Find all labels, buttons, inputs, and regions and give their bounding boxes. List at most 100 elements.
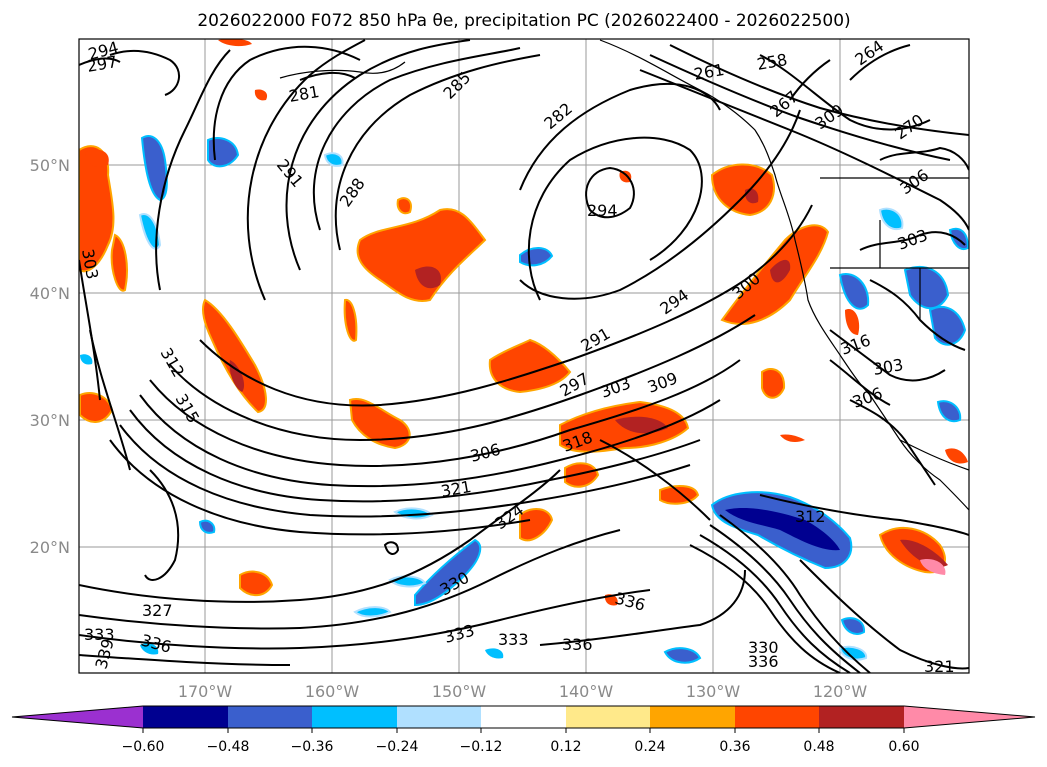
contour-line <box>79 469 561 603</box>
precip-blob <box>519 508 554 542</box>
contour-line <box>139 394 721 488</box>
contour-line <box>155 49 231 291</box>
contour-line <box>759 494 969 536</box>
precip-blob <box>945 448 968 464</box>
precip-blob <box>840 617 866 635</box>
precip-blob <box>770 259 791 283</box>
contour-label: 312 <box>795 507 826 526</box>
lon-label-140w: 140°W <box>559 682 614 701</box>
precip-blob <box>780 434 805 443</box>
precip-blob <box>396 197 412 215</box>
border-mexico-us <box>899 439 969 471</box>
precip-blob <box>356 208 487 302</box>
contour-line <box>879 146 969 171</box>
precip-blob <box>663 647 702 664</box>
colorbar-tick-label: 0.24 <box>634 739 665 755</box>
contour-line <box>149 359 741 467</box>
contour-line <box>719 514 871 673</box>
precip-blob <box>140 135 168 202</box>
precip-positive <box>79 39 968 606</box>
contour-line <box>285 39 471 271</box>
map-panel <box>78 38 970 674</box>
contour-line <box>599 439 711 521</box>
lat-label-50n: 50°N <box>30 156 70 175</box>
contour-line <box>799 559 969 670</box>
contour-line <box>383 541 400 555</box>
precip-blob <box>761 368 786 399</box>
precip-blob <box>198 519 216 534</box>
colorbar-tick-label: −0.60 <box>122 739 165 755</box>
contour-line <box>639 69 969 231</box>
contour-line <box>699 534 851 673</box>
colorbar-segment <box>735 706 819 728</box>
contour-line <box>669 44 969 136</box>
lon-label-150w: 150°W <box>432 682 487 701</box>
colorbar-tick-label: −0.36 <box>291 739 334 755</box>
precip-blob <box>725 508 840 551</box>
contour-line <box>519 109 801 300</box>
colorbar-segment <box>397 706 481 728</box>
precip-blob <box>838 645 868 661</box>
theta-e-contours <box>79 39 969 673</box>
lat-label-30n: 30°N <box>30 411 70 430</box>
contour-line <box>829 359 891 406</box>
precip-blob <box>239 570 274 597</box>
contour-line <box>334 54 541 251</box>
precip-blob <box>878 207 904 230</box>
precip-blob <box>343 298 358 342</box>
precip-blob <box>564 462 600 488</box>
contour-line <box>539 569 746 646</box>
colorbar-extend-low <box>12 706 143 728</box>
contour-line <box>689 544 841 673</box>
contour-line <box>312 47 521 231</box>
contour-label: 327 <box>142 601 173 620</box>
map-title: 2026022000 F072 850 hPa θe, precipitatio… <box>197 11 850 31</box>
precip-blob <box>838 273 870 310</box>
precip-blob <box>414 538 482 607</box>
lon-label-170w: 170°W <box>178 682 233 701</box>
colorbar-tick-label: −0.24 <box>376 739 419 755</box>
lat-label-20n: 20°N <box>30 538 70 557</box>
lon-label-120w: 120°W <box>813 682 868 701</box>
contour-line <box>129 409 701 503</box>
contour-line <box>109 49 180 96</box>
contour-line <box>789 59 831 101</box>
colorbar-tick-label: −0.48 <box>207 739 250 755</box>
colorbar-extend-high <box>904 706 1035 728</box>
colorbar-segment <box>650 706 735 728</box>
contour-line <box>299 72 356 81</box>
precip-blob <box>615 416 668 434</box>
contour-line <box>199 204 813 407</box>
colorbar-segment <box>566 706 650 728</box>
precip-blob <box>218 39 252 47</box>
map-frame <box>78 38 970 674</box>
precip-blob <box>110 233 128 292</box>
precip-blob <box>80 354 93 365</box>
precip-blob <box>138 213 162 250</box>
contour-label: 330 <box>748 638 779 657</box>
colorbar: −0.60 −0.48 −0.36 −0.24 −0.12 0.12 0.24 … <box>11 705 1036 755</box>
contour-line <box>849 399 936 486</box>
contour-line <box>829 329 946 382</box>
contour-line <box>79 654 291 666</box>
colorbar-tick-label: 0.36 <box>719 739 750 755</box>
colorbar-segment <box>228 706 312 728</box>
precip-blob <box>202 298 267 414</box>
contour-label: 336 <box>562 635 593 654</box>
colorbar-segment <box>819 706 904 728</box>
colorbar-segment <box>481 706 566 728</box>
contour-label: 333 <box>498 630 529 649</box>
contour-line <box>849 44 911 81</box>
precip-blob <box>619 170 632 183</box>
contour-line <box>144 469 180 581</box>
contour-label: 336 <box>748 652 779 671</box>
precip-blob <box>485 648 504 659</box>
precip-negative <box>80 135 969 664</box>
coastlines <box>279 39 969 511</box>
contour-line <box>527 136 703 301</box>
contour-line <box>119 424 691 518</box>
colorbar-tick-label: 0.12 <box>550 739 581 755</box>
contour-label: 321 <box>924 657 955 676</box>
precip-blob <box>710 163 775 217</box>
